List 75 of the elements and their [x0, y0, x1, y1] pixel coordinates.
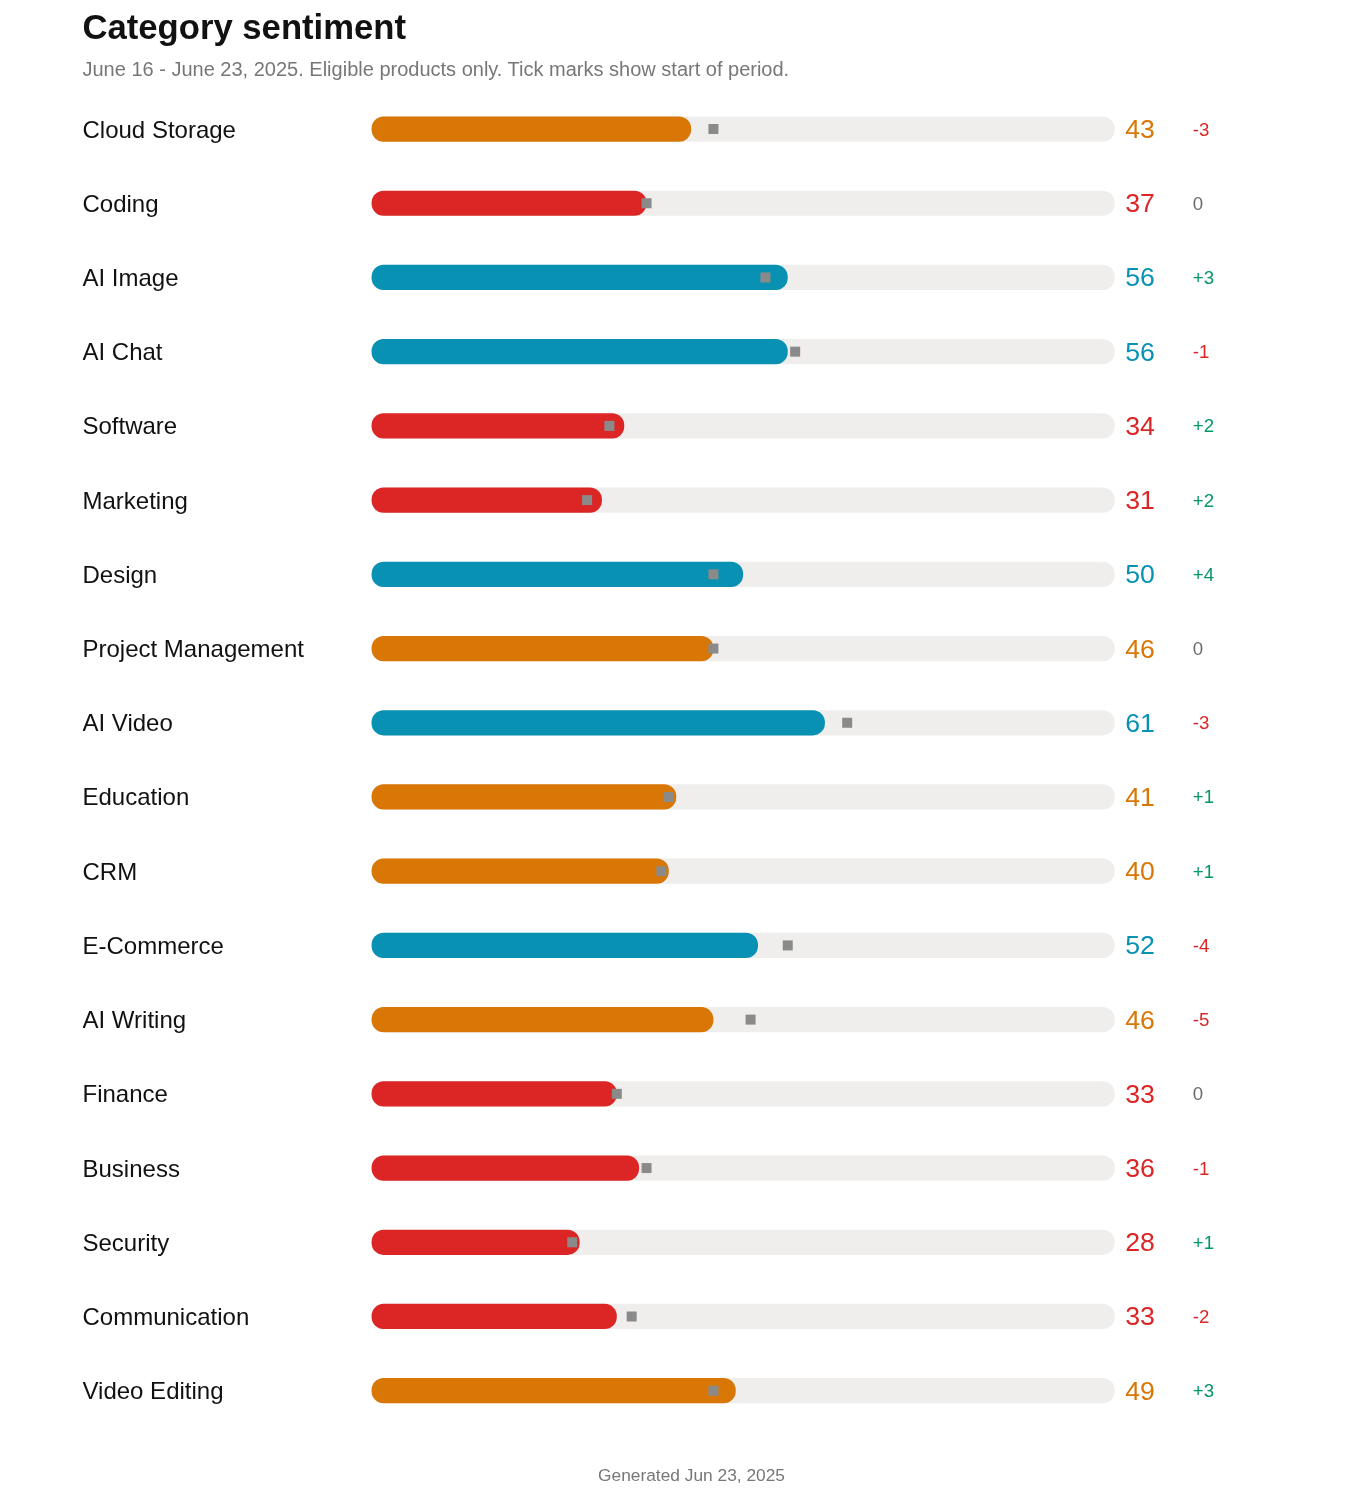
point — [641, 1163, 652, 1174]
point — [745, 1014, 756, 1025]
y-tick-label: Software — [82, 412, 178, 440]
text: -5 — [1192, 1009, 1210, 1031]
point — [708, 124, 719, 135]
y-tick-label: Cloud Storage — [82, 115, 236, 143]
data-label: 37 — [1125, 188, 1155, 219]
y-tick-label: Coding — [82, 189, 159, 217]
point — [582, 495, 593, 506]
y-tick-label: Marketing — [82, 486, 188, 514]
text: +2 — [1192, 415, 1215, 437]
data-label: 34 — [1125, 410, 1155, 441]
text: +2 — [1192, 489, 1215, 511]
point — [663, 791, 674, 802]
text: 0 — [1192, 638, 1204, 660]
text: Generated Jun 23, 2025 — [598, 1464, 785, 1485]
data-label: 40 — [1125, 856, 1155, 887]
text: +4 — [1192, 563, 1215, 585]
point — [708, 1385, 719, 1396]
y-tick-label: Project Management — [82, 635, 305, 663]
point — [760, 272, 771, 283]
y-tick-label: AI Chat — [82, 338, 163, 366]
data-label: 28 — [1125, 1227, 1155, 1258]
text: -1 — [1192, 1157, 1210, 1179]
point — [790, 346, 801, 357]
chart-title: Category sentiment — [82, 7, 407, 46]
y-tick-label: Communication — [82, 1302, 250, 1330]
text: -3 — [1192, 712, 1210, 734]
data-label: 31 — [1125, 485, 1155, 516]
y-tick-label: CRM — [82, 857, 138, 885]
point — [611, 1088, 622, 1099]
text: +1 — [1192, 1231, 1215, 1253]
data-label: 33 — [1125, 1078, 1155, 1109]
point — [782, 940, 793, 951]
point — [641, 198, 652, 209]
data-label: 46 — [1125, 1004, 1155, 1035]
data-label: 33 — [1125, 1301, 1155, 1332]
text: +1 — [1192, 860, 1215, 882]
y-tick-label: AI Writing — [82, 1006, 187, 1034]
data-label: 46 — [1125, 633, 1155, 664]
point — [708, 569, 719, 580]
data-label: 61 — [1125, 707, 1155, 738]
data-label: 56 — [1125, 336, 1155, 367]
data-label: 41 — [1125, 781, 1155, 812]
text: -2 — [1192, 1305, 1210, 1327]
chart-subtitle: June 16 - June 23, 2025. Eligible products only. Tick marks show start of period. — [82, 57, 790, 80]
point — [567, 1237, 578, 1248]
point — [708, 643, 719, 654]
y-tick-label: Design — [82, 560, 158, 588]
text: -1 — [1192, 341, 1210, 363]
y-tick-label: Education — [82, 783, 190, 811]
text: -4 — [1192, 934, 1210, 956]
text: -3 — [1192, 118, 1210, 140]
text: +3 — [1192, 266, 1215, 288]
y-tick-label: AI Video — [82, 709, 173, 737]
y-tick-label: Video Editing — [82, 1377, 224, 1405]
data-label: 50 — [1125, 559, 1155, 590]
y-tick-label: Business — [82, 1154, 180, 1182]
text: +3 — [1192, 1380, 1215, 1402]
text: 0 — [1192, 1083, 1204, 1105]
point — [626, 1311, 637, 1322]
point — [842, 717, 853, 728]
data-label: 52 — [1125, 930, 1155, 961]
point — [604, 420, 615, 431]
y-tick-label: AI Image — [82, 263, 179, 291]
text: 0 — [1192, 192, 1204, 214]
point — [656, 866, 667, 877]
y-tick-label: Security — [82, 1228, 170, 1256]
data-label: 49 — [1125, 1375, 1155, 1406]
data-label: 56 — [1125, 262, 1155, 293]
data-label: 36 — [1125, 1153, 1155, 1184]
y-tick-label: E-Commerce — [82, 931, 224, 959]
text: +1 — [1192, 786, 1215, 808]
y-tick-label: Finance — [82, 1080, 168, 1108]
data-label: 43 — [1125, 114, 1155, 145]
